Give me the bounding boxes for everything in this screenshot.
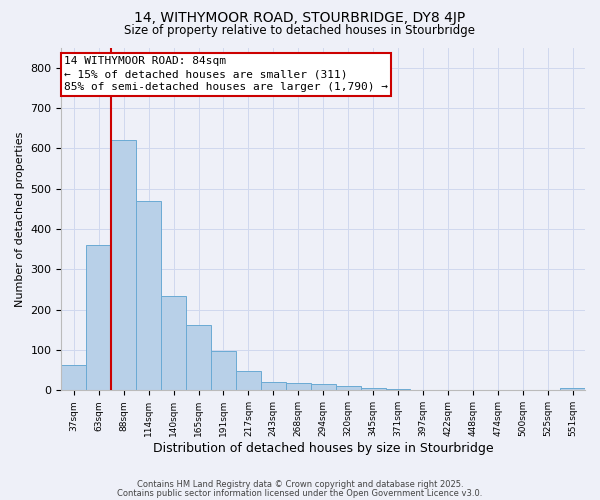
Bar [386,389,410,390]
Bar [86,245,111,390]
Bar [211,351,236,391]
Bar [136,201,161,390]
Text: Contains public sector information licensed under the Open Government Licence v3: Contains public sector information licen… [118,488,482,498]
Text: 14 WITHYMOOR ROAD: 84sqm
← 15% of detached houses are smaller (311)
85% of semi-: 14 WITHYMOOR ROAD: 84sqm ← 15% of detach… [64,56,388,92]
Bar [61,365,86,390]
Text: Contains HM Land Registry data © Crown copyright and database right 2025.: Contains HM Land Registry data © Crown c… [137,480,463,489]
Text: 14, WITHYMOOR ROAD, STOURBRIDGE, DY8 4JP: 14, WITHYMOOR ROAD, STOURBRIDGE, DY8 4JP [134,11,466,25]
X-axis label: Distribution of detached houses by size in Stourbridge: Distribution of detached houses by size … [153,442,494,455]
Bar [560,388,585,390]
Bar [311,384,335,390]
Text: Size of property relative to detached houses in Stourbridge: Size of property relative to detached ho… [125,24,476,37]
Y-axis label: Number of detached properties: Number of detached properties [15,131,25,306]
Bar [111,140,136,390]
Bar [361,388,386,390]
Bar [286,383,311,390]
Bar [161,296,186,390]
Bar [261,382,286,390]
Bar [236,372,261,390]
Bar [186,324,211,390]
Bar [335,386,361,390]
